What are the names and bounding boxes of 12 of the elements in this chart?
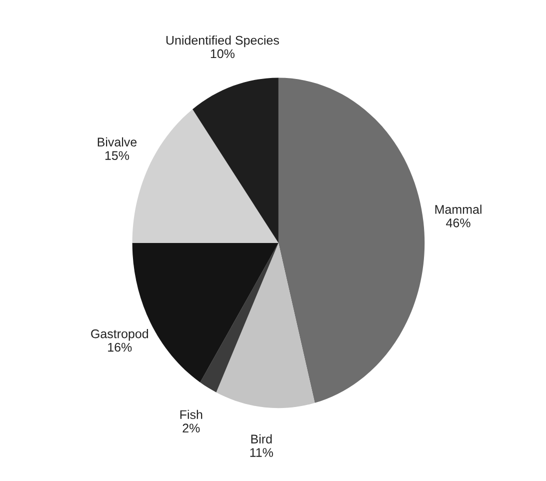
slice-label: Mammal <box>435 204 482 214</box>
data-label: 10% <box>210 49 235 58</box>
slice-label: Fish <box>180 410 202 420</box>
slice-label: Bivalve <box>98 137 137 147</box>
data-label: 46% <box>446 218 470 228</box>
slice-label: Bird <box>251 434 272 444</box>
data-label: 2% <box>182 424 200 432</box>
data-label: 15% <box>105 151 130 160</box>
data-label: 11% <box>250 448 274 457</box>
slice-label: Gastropod <box>91 329 148 341</box>
slice-label: Unidentified Species <box>166 36 279 48</box>
data-label: 16% <box>108 342 132 352</box>
